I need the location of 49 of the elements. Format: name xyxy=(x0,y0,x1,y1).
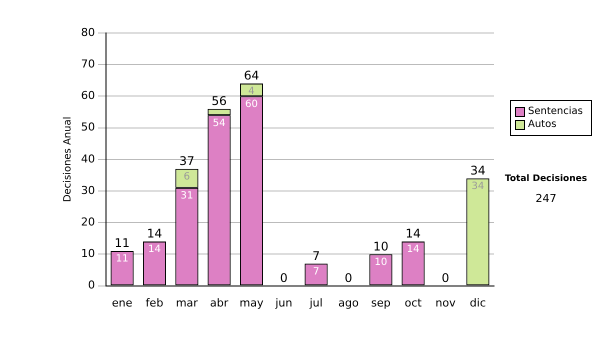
legend-label: Sentencias xyxy=(528,105,583,118)
y-tick-label: 0 xyxy=(88,278,95,292)
x-tick-label: abr xyxy=(210,296,229,310)
y-tick-label: 30 xyxy=(80,184,95,197)
data-label: 11 xyxy=(116,254,129,265)
x-tick-label: ago xyxy=(338,296,359,310)
data-label: 60 xyxy=(245,98,258,110)
data-label: 4 xyxy=(248,86,255,98)
legend-label: Autos xyxy=(528,118,556,131)
text: Total Decisiones xyxy=(504,174,588,184)
total-label: 37 xyxy=(179,154,194,168)
x-tick-label: jun xyxy=(274,296,292,310)
total-label: 14 xyxy=(146,226,162,241)
total-label: 0 xyxy=(344,270,352,285)
y-tick-label: 80 xyxy=(80,26,95,39)
total-label: 0 xyxy=(280,270,288,285)
data-label: 14 xyxy=(406,244,420,256)
x-tick-label: feb xyxy=(146,296,164,310)
x-tick-label: oct xyxy=(404,296,422,310)
x-tick-label: dic xyxy=(470,296,486,310)
total-label: 64 xyxy=(244,68,260,83)
x-tick-label: sep xyxy=(371,296,391,310)
data-label: 6 xyxy=(184,171,190,182)
y-tick-label: 10 xyxy=(80,247,95,260)
x-tick-label: ene xyxy=(112,296,133,310)
x-tick-label: nov xyxy=(435,296,456,310)
data-label: 34 xyxy=(471,180,484,192)
total-label: 10 xyxy=(373,239,388,254)
y-tick-label: 50 xyxy=(80,120,95,134)
x-tick-label: may xyxy=(240,296,264,310)
text: 247 xyxy=(534,192,558,205)
data-label: 54 xyxy=(212,118,226,129)
data-label: 7 xyxy=(312,266,320,278)
y-tick-label: 70 xyxy=(80,57,95,70)
total-label: 11 xyxy=(114,236,130,250)
data-label: 31 xyxy=(180,190,194,202)
y-tick-label: 60 xyxy=(80,89,95,102)
data-label: 14 xyxy=(148,244,161,256)
x-tick-label: jul xyxy=(308,296,323,310)
total-label: 0 xyxy=(442,270,450,285)
total-label: 56 xyxy=(212,94,227,108)
x-tick-label: mar xyxy=(176,296,198,310)
total-label: 34 xyxy=(470,163,486,178)
y-tick-label: 40 xyxy=(80,152,95,166)
total-label: 7 xyxy=(312,248,320,263)
y-axis-title: Decisiones Anual xyxy=(62,116,74,202)
y-tick-label: 20 xyxy=(80,215,95,228)
total-label: 14 xyxy=(406,226,421,241)
data-label: 10 xyxy=(374,256,388,268)
